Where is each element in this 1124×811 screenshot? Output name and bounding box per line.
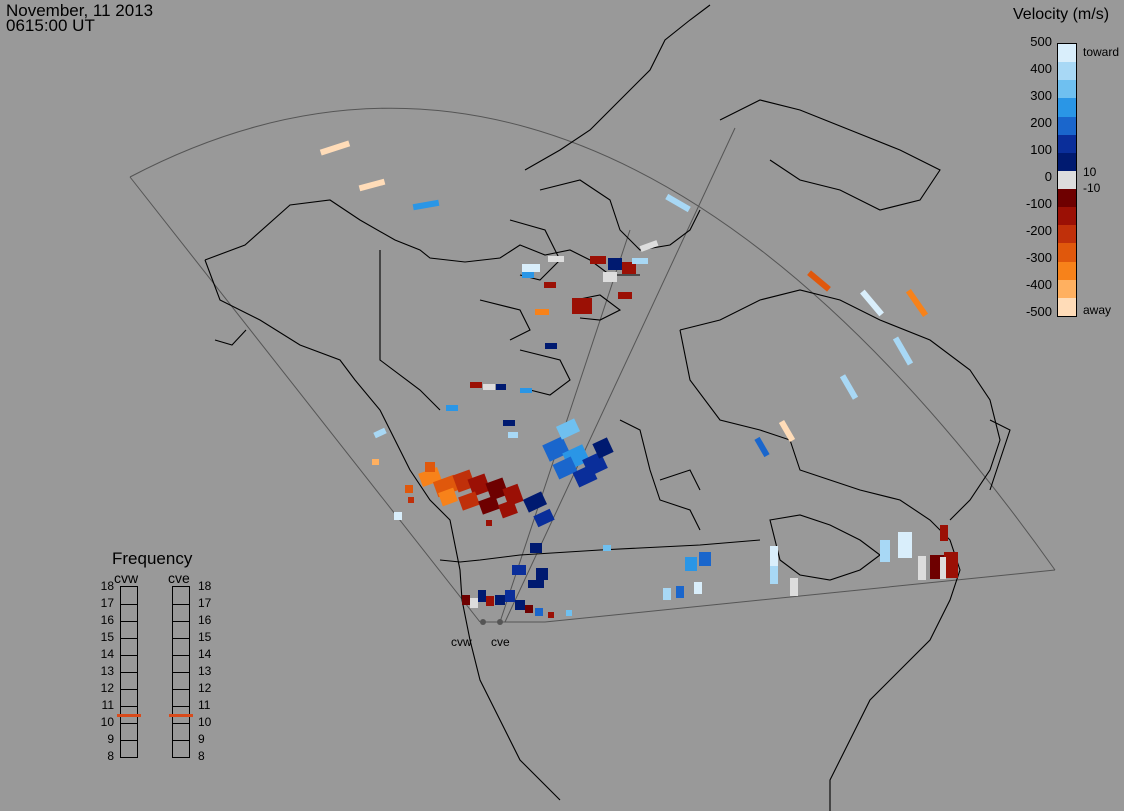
frequency-grid-line: [173, 740, 189, 741]
frequency-grid-line: [121, 621, 137, 622]
frequency-grid-line: [173, 621, 189, 622]
velocity-away-label: away: [1083, 303, 1112, 317]
frequency-tick-label: 16: [100, 613, 114, 627]
frequency-tick-label: 12: [100, 681, 114, 695]
velocity-colorbar: [1057, 43, 1077, 317]
velocity-toward-label: toward: [1083, 45, 1120, 59]
frequency-tick-label: 18: [100, 579, 114, 593]
frequency-tick-label: 14: [100, 647, 114, 661]
frequency-grid-line: [173, 706, 189, 707]
frequency-grid-line: [121, 689, 137, 690]
radar-site-cvw: [480, 619, 486, 625]
velocity-tick-label: -400: [1025, 277, 1052, 292]
frequency-tick-label: 17: [198, 596, 212, 610]
time-label: 0615:00 UT: [6, 16, 95, 35]
velocity-color-step: [1058, 134, 1076, 154]
frequency-grid-line: [121, 655, 137, 656]
velocity-tick-label: 500: [1030, 34, 1052, 49]
frequency-tick-label: 13: [100, 664, 114, 678]
velocity-color-step: [1058, 44, 1076, 63]
velocity-tick-label: -100: [1025, 196, 1052, 211]
frequency-grid-line: [173, 689, 189, 690]
velocity-small-neg-label: -10: [1083, 181, 1101, 195]
velocity-small-pos-label: 10: [1083, 165, 1097, 179]
frequency-grid-line: [121, 706, 137, 707]
velocity-color-step: [1058, 98, 1076, 118]
radar-site-cve: [497, 619, 503, 625]
radar-label-cvw: cvw: [451, 635, 472, 649]
velocity-cells: [319, 140, 958, 618]
frequency-grid-line: [173, 638, 189, 639]
frequency-tick-label: 18: [198, 579, 212, 593]
velocity-color-step: [1058, 261, 1076, 281]
frequency-tick-label: 9: [198, 732, 205, 746]
frequency-grid-line: [121, 723, 137, 724]
frequency-grid-line: [121, 638, 137, 639]
field-of-view: [129, 107, 1056, 623]
frequency-cvw-bar: [117, 586, 141, 758]
frequency-cvw-label: cvw: [114, 570, 139, 586]
velocity-color-step: [1058, 189, 1076, 208]
frequency-tick-label: 14: [198, 647, 212, 661]
frequency-cve-label: cve: [168, 570, 190, 586]
frequency-grid-line: [121, 740, 137, 741]
frequency-title: Frequency: [112, 549, 193, 568]
velocity-color-step: [1058, 152, 1076, 172]
frequency-grid-line: [121, 672, 137, 673]
frequency-tick-label: 12: [198, 681, 212, 695]
velocity-color-step: [1058, 297, 1076, 317]
frequency-marker: [117, 713, 141, 717]
velocity-tick-label: -300: [1025, 250, 1052, 265]
velocity-tick-label: 100: [1030, 142, 1052, 157]
velocity-tick-label: -200: [1025, 223, 1052, 238]
velocity-color-step: [1058, 80, 1076, 99]
velocity-color-step: [1058, 243, 1076, 263]
frequency-tick-label: 10: [198, 715, 212, 729]
frequency-tick-label: 9: [107, 732, 114, 746]
frequency-grid-line: [173, 723, 189, 724]
velocity-color-step: [1058, 116, 1076, 136]
frequency-grid-line: [173, 604, 189, 605]
frequency-tick-label: 8: [107, 749, 114, 763]
frequency-tick-label: 16: [198, 613, 212, 627]
frequency-tick-label: 15: [198, 630, 212, 644]
velocity-tick-label: 200: [1030, 115, 1052, 130]
velocity-color-step: [1058, 225, 1076, 244]
frequency-grid-line: [121, 604, 137, 605]
velocity-color-step: [1058, 279, 1076, 299]
frequency-cve-bar: [169, 586, 193, 758]
velocity-tick-label: -500: [1025, 304, 1052, 319]
radar-label-cve: cve: [491, 635, 510, 649]
frequency-tick-label: 11: [198, 698, 211, 712]
frequency-marker: [169, 713, 193, 717]
velocity-legend-title: Velocity (m/s): [1013, 6, 1110, 23]
date-label: November, 11 2013: [6, 1, 154, 20]
frequency-grid-line: [173, 672, 189, 673]
velocity-color-step: [1058, 207, 1076, 226]
frequency-tick-label: 13: [198, 664, 212, 678]
velocity-tick-label: 0: [1044, 169, 1052, 184]
frequency-tick-label: 10: [100, 715, 114, 729]
velocity-tick-label: 400: [1030, 61, 1052, 76]
frequency-tick-label: 15: [100, 630, 114, 644]
frequency-grid-line: [173, 655, 189, 656]
frequency-tick-label: 17: [100, 596, 114, 610]
velocity-tick-label: 300: [1030, 88, 1052, 103]
coastlines: [204, 4, 1011, 811]
frequency-tick-label: 11: [101, 698, 114, 712]
velocity-color-step: [1058, 170, 1076, 190]
frequency-tick-label: 8: [198, 749, 205, 763]
velocity-color-step: [1058, 62, 1076, 81]
